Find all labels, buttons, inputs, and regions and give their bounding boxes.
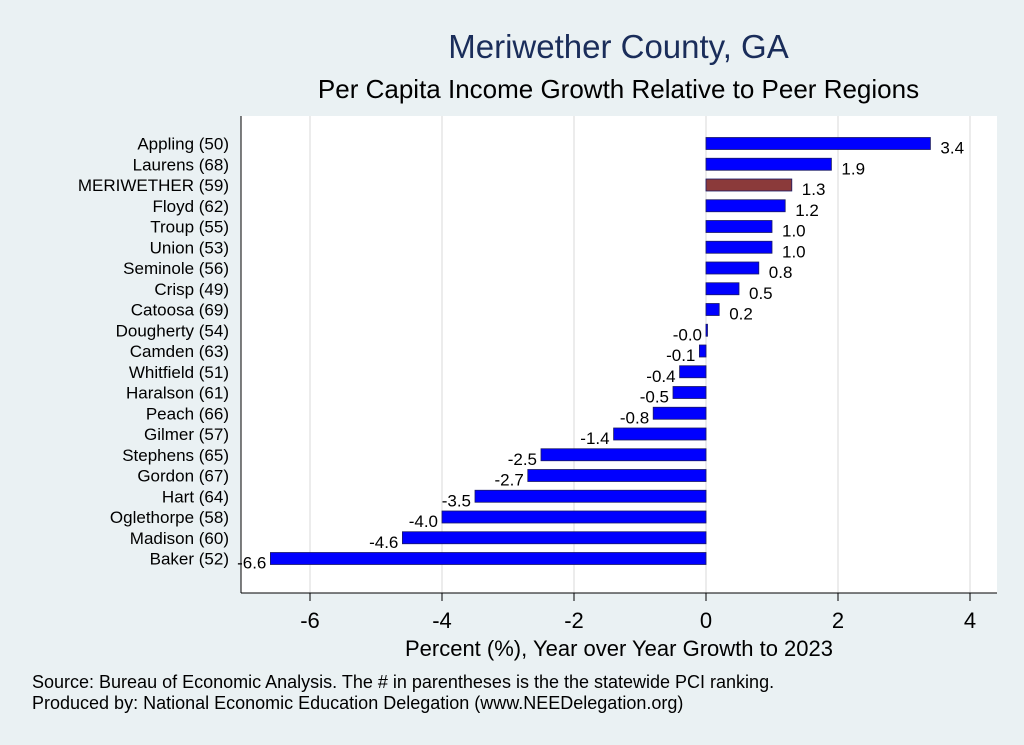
- value-label: -4.0: [409, 512, 438, 531]
- bar: [474, 489, 707, 503]
- bar: [705, 323, 708, 337]
- category-label: Dougherty (54): [116, 321, 229, 340]
- bar: [679, 365, 707, 379]
- bar: [705, 240, 773, 254]
- value-label: -3.5: [442, 491, 471, 510]
- category-label: Appling (50): [137, 135, 229, 154]
- category-label: Baker (52): [150, 550, 229, 569]
- category-label: Crisp (49): [154, 280, 229, 299]
- value-label: -2.5: [508, 450, 537, 469]
- category-label: Seminole (56): [123, 259, 229, 278]
- chart-title: Meriwether County, GA: [448, 28, 789, 65]
- value-label: -4.6: [369, 533, 398, 552]
- category-label: Peach (66): [146, 404, 229, 423]
- bar: [705, 303, 720, 316]
- category-label: Haralson (61): [126, 384, 229, 403]
- bar: [705, 137, 931, 150]
- category-label: Union (53): [150, 238, 229, 257]
- bar: [401, 531, 707, 545]
- value-label: 1.3: [802, 180, 826, 199]
- bar: [540, 448, 707, 462]
- category-label: Stephens (65): [122, 446, 229, 465]
- footer-notes: Source: Bureau of Economic Analysis. The…: [32, 672, 774, 714]
- category-label: Catoosa (69): [131, 301, 229, 320]
- x-tick-label: 4: [964, 608, 976, 633]
- bar: [269, 552, 707, 565]
- bar: [705, 157, 832, 171]
- value-label: -0.0: [673, 325, 702, 344]
- category-label: Whitfield (51): [129, 363, 229, 382]
- value-label: 3.4: [940, 139, 964, 158]
- value-label: 0.8: [769, 263, 793, 282]
- bar: [652, 406, 707, 420]
- value-label: 1.2: [795, 201, 819, 220]
- bar: [705, 199, 786, 213]
- category-label: Gordon (67): [137, 467, 229, 486]
- bar: [527, 469, 707, 482]
- bar-chart: -6 -4 -2 0 2 4 Percent (%), Year over Year Gro…: [78, 116, 997, 661]
- chart-subtitle: Per Capita Income Growth Relative to Pee…: [317, 74, 920, 104]
- produced-by-note: Produced by: National Economic Education…: [32, 693, 684, 713]
- value-label: -0.4: [646, 367, 675, 386]
- value-label: 1.0: [782, 222, 806, 241]
- x-tick-label: -2: [564, 608, 584, 633]
- category-label: Gilmer (57): [144, 425, 229, 444]
- value-label: -0.8: [620, 408, 649, 427]
- bar: [705, 220, 773, 233]
- bar: [613, 427, 707, 441]
- bar: [705, 178, 793, 192]
- value-label: -6.6: [237, 554, 266, 573]
- category-label: Hart (64): [162, 487, 229, 506]
- bar: [705, 261, 760, 275]
- value-label: 1.9: [841, 159, 865, 178]
- x-tick-label: 0: [700, 608, 712, 633]
- category-label: Floyd (62): [152, 197, 229, 216]
- value-label: -2.7: [495, 471, 524, 490]
- x-tick-label: -6: [300, 608, 320, 633]
- category-label: Madison (60): [130, 529, 229, 548]
- value-label: -0.1: [666, 346, 695, 365]
- bar: [672, 386, 707, 399]
- value-label: -0.5: [640, 388, 669, 407]
- category-label: Oglethorpe (58): [110, 508, 229, 527]
- x-tick-label: 2: [832, 608, 844, 633]
- bar: [699, 344, 707, 358]
- x-axis-label: Percent (%), Year over Year Growth to 20…: [405, 636, 833, 661]
- bar: [441, 510, 707, 524]
- x-tick-label: -4: [432, 608, 452, 633]
- value-label: -1.4: [580, 429, 609, 448]
- value-label: 0.2: [729, 305, 753, 324]
- category-label: Troup (55): [150, 218, 229, 237]
- value-label: 0.5: [749, 284, 773, 303]
- value-label: 1.0: [782, 242, 806, 261]
- bar: [705, 282, 740, 296]
- category-label: MERIWETHER (59): [78, 176, 229, 195]
- source-note: Source: Bureau of Economic Analysis. The…: [32, 672, 775, 692]
- category-label: Camden (63): [130, 342, 229, 361]
- category-label: Laurens (68): [133, 155, 229, 174]
